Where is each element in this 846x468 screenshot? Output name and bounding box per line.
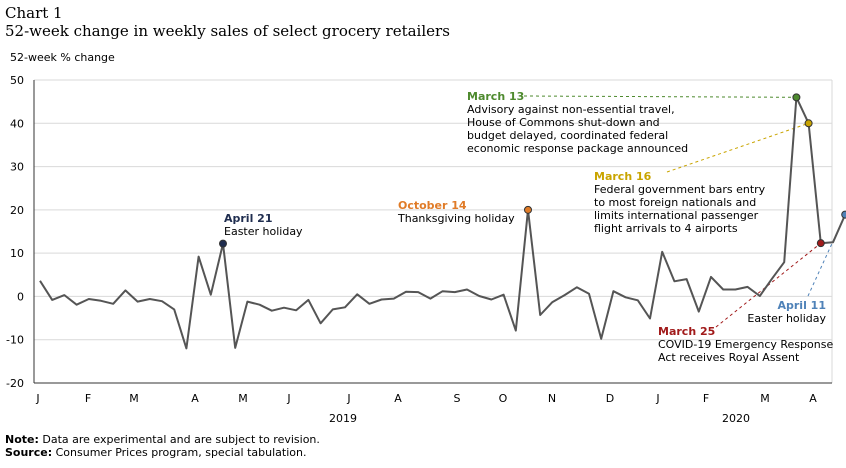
annotation-text: to most foreign nationals and [594,196,756,209]
annotation-marker [219,239,227,248]
source-label: Source: [5,446,53,459]
x-tick-label: J [35,392,39,405]
annotation-text: Act receives Royal Assent [658,351,800,364]
note: Note: Data are experimental and are subj… [5,433,320,446]
annotation-text: Easter holiday [747,312,826,325]
x-tick-label: A [191,392,199,405]
x-tick-label: F [703,392,709,405]
annotation-date: April 11 [778,299,827,312]
x-tick-label: S [454,392,461,405]
y-tick-label: -10 [6,334,24,347]
x-tick-label: M [238,392,248,405]
annotation-text: COVID-19 Emergency Response [658,338,833,351]
x-tick-label: J [655,392,659,405]
annotation-text: economic response package announced [467,142,688,155]
x-tick-label: N [548,392,556,405]
annotation-text: budget delayed, coordinated federal [467,129,668,142]
x-tick-label: A [394,392,402,405]
annotation-connector [523,95,797,98]
x-tick-label: A [809,392,817,405]
note-label: Note: [5,433,39,446]
y-axis-label: 52-week % change [10,51,115,64]
annotation-text: Easter holiday [224,225,303,238]
x-tick-label: F [85,392,91,405]
annotation-text: Advisory against non-essential travel, [467,103,675,116]
annotation-date: March 16 [594,170,652,183]
annotation-text: limits international passenger [594,209,759,222]
chart-title: 52-week change in weekly sales of select… [5,22,450,40]
note-text: Data are experimental and are subject to… [38,433,320,446]
annotation-markers [219,93,846,248]
annotation-connector [666,122,809,173]
x-tick-label: D [606,392,614,405]
x-tick-label: O [499,392,508,405]
x-tick-label: M [760,392,770,405]
y-tick-label: 30 [10,161,24,174]
annotation-marker [524,205,532,214]
source-text: Consumer Prices program, special tabulat… [52,446,307,459]
annotation-text: Federal government bars entry [594,183,766,196]
axes: -20 -10 0 10 20 30 40 50 J F M A M J J A S O N D J F M A 2019 202… [6,74,832,425]
y-tick-label: 50 [10,74,24,87]
source: Source: Consumer Prices program, special… [5,446,306,459]
annotation-marker [841,210,846,219]
y-tick-label: -20 [6,377,24,390]
year-label: 2019 [329,412,357,425]
series-line [39,96,846,350]
x-tick-label: J [346,392,350,405]
annotation-marker [792,93,801,102]
annotation-text: House of Commons shut-down and [467,116,660,129]
annotation-marker [804,119,813,128]
annotation-date: March 13 [467,90,524,103]
series [39,96,846,350]
x-tick-label: M [129,392,139,405]
y-tick-label: 40 [10,117,24,130]
annotation-marker [816,239,825,248]
annotation-date: October 14 [398,199,467,212]
year-label: 2020 [722,412,750,425]
y-tick-label: 10 [10,247,24,260]
annotation-date: March 25 [658,325,715,338]
y-tick-label: 20 [10,204,24,217]
annotation-date: April 21 [224,212,273,225]
annotation-text: flight arrivals to 4 airports [594,222,738,235]
chart-number: Chart 1 [5,4,63,22]
x-tick-label: J [286,392,290,405]
y-tick-label: 0 [17,290,24,303]
annotation-text: Thanksgiving holiday [397,212,515,225]
